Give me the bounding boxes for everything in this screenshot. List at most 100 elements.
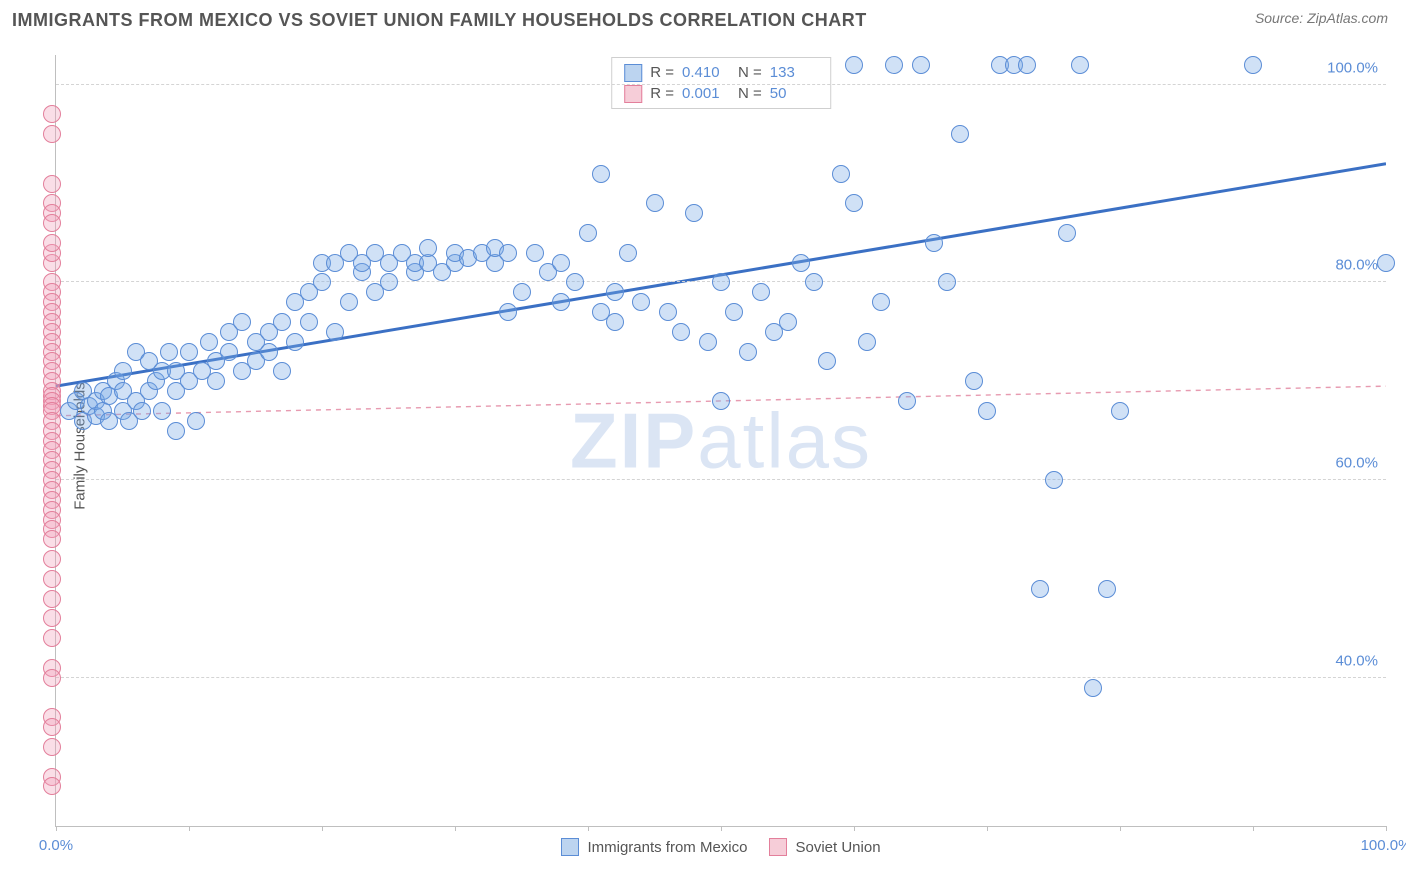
- data-point: [792, 254, 810, 272]
- data-point: [180, 343, 198, 361]
- legend-item-mexico: Immigrants from Mexico: [561, 838, 747, 856]
- data-point: [326, 323, 344, 341]
- chart-title: IMMIGRANTS FROM MEXICO VS SOVIET UNION F…: [12, 10, 867, 31]
- data-point: [43, 550, 61, 568]
- data-point: [43, 175, 61, 193]
- data-point: [779, 313, 797, 331]
- data-point: [43, 570, 61, 588]
- y-tick-label: 40.0%: [1335, 652, 1378, 669]
- data-point: [1098, 580, 1116, 598]
- data-point: [659, 303, 677, 321]
- n-value: 50: [770, 83, 818, 104]
- data-point: [419, 239, 437, 257]
- data-point: [513, 283, 531, 301]
- data-point: [167, 422, 185, 440]
- data-point: [260, 343, 278, 361]
- legend-label: Soviet Union: [795, 839, 880, 856]
- x-tick: [588, 826, 589, 831]
- legend-row-mexico: R =0.410 N =133: [624, 62, 818, 83]
- data-point: [43, 105, 61, 123]
- data-point: [43, 609, 61, 627]
- data-point: [1084, 679, 1102, 697]
- n-value: 133: [770, 62, 818, 83]
- data-point: [699, 333, 717, 351]
- data-point: [725, 303, 743, 321]
- data-point: [160, 343, 178, 361]
- data-point: [43, 738, 61, 756]
- data-point: [300, 313, 318, 331]
- data-point: [832, 165, 850, 183]
- data-point: [1244, 56, 1262, 74]
- data-point: [43, 234, 61, 252]
- regression-lines: [56, 55, 1386, 826]
- data-point: [1377, 254, 1395, 272]
- x-tick-label: 0.0%: [39, 837, 73, 854]
- data-point: [1045, 471, 1063, 489]
- x-tick: [1120, 826, 1121, 831]
- data-point: [912, 56, 930, 74]
- data-point: [712, 273, 730, 291]
- series-legend: Immigrants from Mexico Soviet Union: [56, 838, 1386, 856]
- data-point: [133, 402, 151, 420]
- x-tick: [56, 826, 57, 831]
- data-point: [606, 313, 624, 331]
- x-tick: [189, 826, 190, 831]
- data-point: [499, 303, 517, 321]
- data-point: [925, 234, 943, 252]
- gridline: [56, 677, 1386, 678]
- data-point: [526, 244, 544, 262]
- data-point: [685, 204, 703, 222]
- swatch-icon: [769, 838, 787, 856]
- data-point: [552, 254, 570, 272]
- data-point: [845, 56, 863, 74]
- data-point: [43, 214, 61, 232]
- data-point: [712, 392, 730, 410]
- data-point: [938, 273, 956, 291]
- y-tick-label: 100.0%: [1327, 59, 1378, 76]
- data-point: [978, 402, 996, 420]
- data-point: [552, 293, 570, 311]
- data-point: [43, 629, 61, 647]
- x-tick-label: 100.0%: [1361, 837, 1406, 854]
- data-point: [43, 125, 61, 143]
- swatch-icon: [624, 64, 642, 82]
- data-point: [43, 530, 61, 548]
- data-point: [43, 590, 61, 608]
- data-point: [1031, 580, 1049, 598]
- data-point: [200, 333, 218, 351]
- data-point: [1018, 56, 1036, 74]
- data-point: [1071, 56, 1089, 74]
- data-point: [43, 669, 61, 687]
- data-point: [739, 343, 757, 361]
- x-tick: [1253, 826, 1254, 831]
- data-point: [153, 402, 171, 420]
- swatch-icon: [624, 85, 642, 103]
- r-value: 0.001: [682, 83, 730, 104]
- data-point: [313, 273, 331, 291]
- x-tick: [455, 826, 456, 831]
- data-point: [885, 56, 903, 74]
- data-point: [965, 372, 983, 390]
- data-point: [579, 224, 597, 242]
- data-point: [752, 283, 770, 301]
- data-point: [951, 125, 969, 143]
- data-point: [340, 293, 358, 311]
- data-point: [858, 333, 876, 351]
- x-tick: [854, 826, 855, 831]
- data-point: [286, 333, 304, 351]
- data-point: [845, 194, 863, 212]
- swatch-icon: [561, 838, 579, 856]
- data-point: [220, 343, 238, 361]
- data-point: [499, 244, 517, 262]
- data-point: [619, 244, 637, 262]
- data-point: [233, 313, 251, 331]
- data-point: [606, 283, 624, 301]
- x-tick: [322, 826, 323, 831]
- data-point: [187, 412, 205, 430]
- data-point: [1058, 224, 1076, 242]
- header: IMMIGRANTS FROM MEXICO VS SOVIET UNION F…: [0, 0, 1406, 35]
- legend-item-soviet: Soviet Union: [769, 838, 880, 856]
- r-value: 0.410: [682, 62, 730, 83]
- data-point: [273, 362, 291, 380]
- legend-row-soviet: R =0.001 N =50: [624, 83, 818, 104]
